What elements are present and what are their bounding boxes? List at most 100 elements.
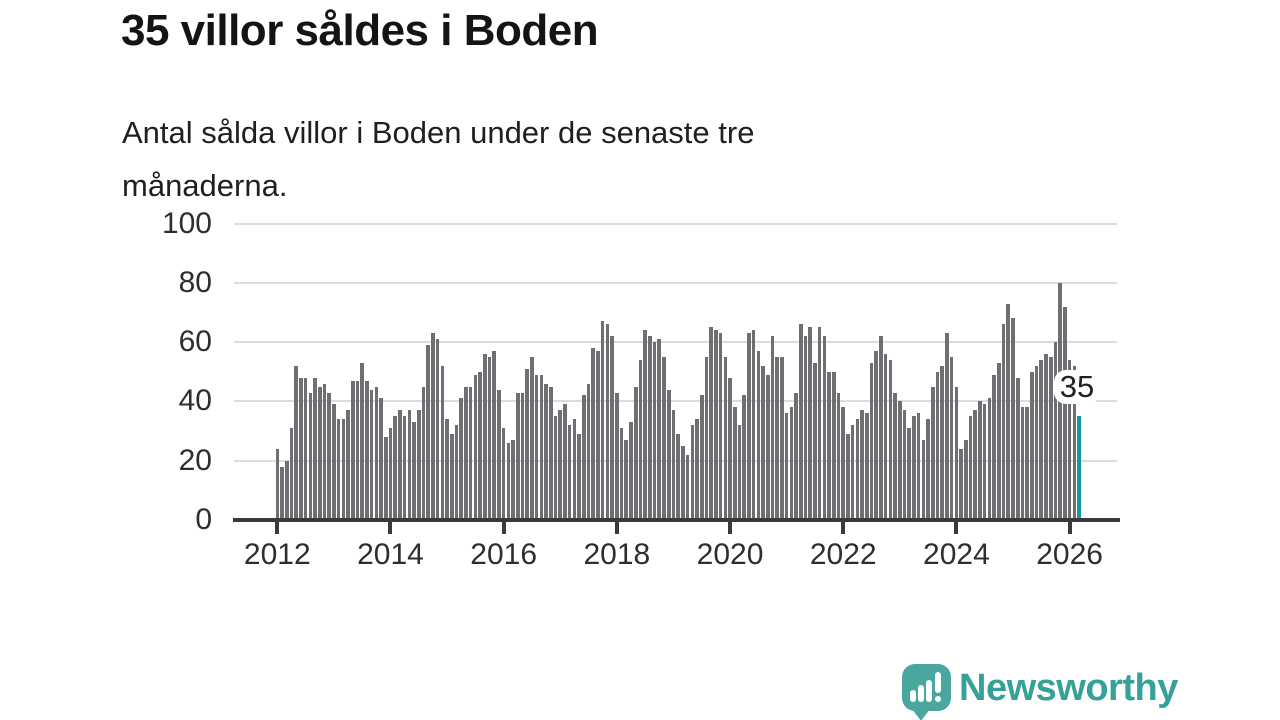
bar	[619, 428, 624, 520]
bar	[982, 404, 987, 520]
bar	[865, 413, 869, 520]
bar	[374, 386, 379, 520]
bar	[931, 386, 935, 520]
x-axis-tick-2016	[501, 522, 506, 534]
bar	[511, 439, 515, 520]
bar	[794, 392, 798, 520]
bar	[1006, 303, 1011, 520]
bar	[1048, 356, 1053, 520]
bar	[1015, 377, 1020, 520]
bar	[303, 377, 308, 520]
bar	[336, 419, 341, 520]
bar	[393, 416, 397, 520]
bar	[468, 386, 473, 520]
bar	[421, 386, 426, 520]
bar	[525, 368, 530, 520]
chart-subtitle-line1: Antal sålda villor i Boden under de sena…	[122, 115, 755, 150]
bar	[676, 434, 680, 520]
bar	[968, 416, 973, 520]
bar	[1067, 359, 1072, 520]
bar	[747, 333, 751, 520]
bar	[643, 330, 647, 520]
x-axis-tick-2018	[614, 522, 619, 534]
y-axis-label-80: 80	[178, 265, 212, 299]
x-axis-tick-2012	[275, 522, 280, 534]
bar	[473, 374, 478, 520]
bar	[959, 448, 963, 520]
newsworthy-logo: Newsworthy	[902, 663, 1178, 720]
bar	[685, 454, 690, 520]
bar	[992, 374, 996, 520]
bar	[742, 395, 746, 520]
gridline-y-60	[234, 341, 1117, 344]
x-axis-label-2016: 2016	[470, 538, 538, 571]
y-axis-label-40: 40	[178, 384, 212, 418]
bar	[1025, 407, 1029, 520]
bar	[327, 392, 331, 520]
bar	[964, 439, 968, 520]
x-axis-line	[233, 518, 1120, 522]
bar	[723, 356, 728, 520]
bar	[737, 425, 742, 520]
bar	[624, 439, 629, 520]
y-axis-label-20: 20	[178, 443, 212, 477]
bar	[600, 321, 605, 520]
bar	[407, 410, 412, 520]
bar	[478, 371, 482, 520]
gridline-y-20	[234, 459, 1117, 462]
gridline-y-80	[234, 281, 1117, 284]
bar	[841, 407, 845, 520]
bar	[846, 434, 850, 520]
bar	[709, 327, 713, 520]
bar	[827, 371, 831, 520]
bar	[874, 350, 879, 520]
bar	[695, 419, 699, 520]
bar	[586, 383, 591, 520]
bar	[275, 448, 280, 520]
bar	[369, 389, 374, 520]
bar	[756, 350, 761, 520]
bar	[690, 425, 695, 520]
x-axis-label-2012: 2012	[243, 538, 311, 571]
bar	[449, 434, 454, 520]
bar	[591, 348, 596, 520]
bar	[412, 422, 416, 520]
bar	[346, 410, 350, 520]
bar	[888, 359, 893, 520]
bar	[813, 362, 817, 520]
bar	[836, 392, 841, 520]
bar	[610, 336, 614, 520]
x-axis-label-2022: 2022	[809, 538, 877, 571]
bar	[949, 356, 954, 520]
bar	[487, 356, 492, 520]
bar	[294, 365, 298, 520]
bar	[770, 336, 775, 520]
bar	[879, 336, 883, 520]
bar	[780, 356, 784, 520]
bar	[530, 356, 534, 520]
bar	[379, 398, 383, 520]
bar	[681, 445, 685, 520]
bar	[317, 386, 322, 520]
bar	[605, 324, 610, 520]
gridline-y-40	[234, 400, 1117, 403]
bar	[454, 425, 459, 520]
bar	[445, 419, 449, 520]
x-axis-label-2026: 2026	[1036, 538, 1103, 571]
bar	[902, 410, 907, 520]
bar	[383, 436, 388, 520]
bar	[638, 359, 643, 520]
bar	[1034, 365, 1039, 520]
bar	[440, 365, 445, 520]
bar	[978, 401, 982, 520]
bar	[534, 374, 539, 520]
bar	[775, 356, 779, 520]
bar	[299, 377, 303, 520]
y-axis-label-100: 100	[161, 206, 212, 240]
bar	[426, 345, 430, 520]
bar	[699, 395, 704, 520]
bar	[822, 336, 827, 520]
bar	[662, 356, 666, 520]
bar	[1053, 342, 1058, 520]
bar	[1044, 353, 1048, 520]
